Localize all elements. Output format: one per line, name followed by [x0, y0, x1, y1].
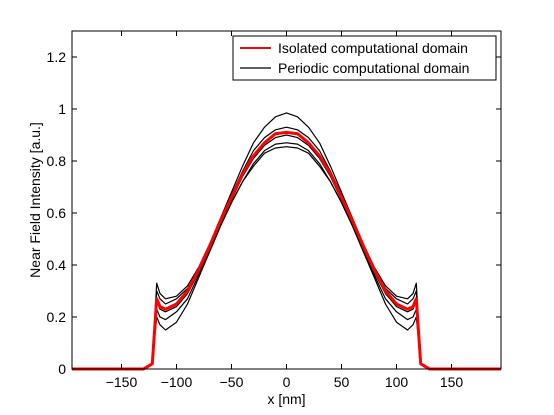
x-tick-label: 50: [334, 374, 350, 390]
y-axis: 0 0.2 0.4 0.6 0.8 1 1.2: [47, 49, 501, 377]
series-line-periodic-5: [72, 146, 501, 370]
series-line-periodic-4: [72, 142, 501, 370]
y-tick-label: 1: [58, 101, 66, 117]
y-tick-label: 0.6: [47, 205, 67, 221]
x-tick-label: −50: [220, 374, 244, 390]
series-line-periodic-2: [72, 126, 501, 370]
x-tick-label: −100: [161, 374, 193, 390]
x-tick-label: −150: [106, 374, 138, 390]
x-axis-label: x [nm]: [267, 391, 305, 407]
y-tick-label: 0.8: [47, 153, 67, 169]
x-tick-label: 0: [283, 374, 291, 390]
y-tick-label: 0.2: [47, 309, 67, 325]
x-tick-label: 150: [440, 374, 464, 390]
y-axis-label: Near Field Intensity [a.u.]: [27, 122, 43, 278]
series-line-isolated: [72, 130, 501, 371]
y-tick-label: 1.2: [47, 49, 67, 65]
x-tick-label: 100: [385, 374, 409, 390]
legend: Isolated computational domain Periodic c…: [232, 35, 497, 81]
series-layer: [72, 112, 501, 371]
plot-area: [72, 31, 501, 369]
y-tick-label: 0: [58, 361, 66, 377]
series-line-periodic-1: [72, 112, 501, 370]
series-line-periodic-3: [72, 134, 501, 370]
legend-label-periodic: Periodic computational domain: [278, 60, 469, 76]
legend-box: [232, 35, 497, 81]
legend-label-isolated: Isolated computational domain: [278, 40, 468, 56]
x-axis: −150 −100 −50 0 50 100 150: [106, 31, 464, 390]
y-tick-label: 0.4: [47, 257, 67, 273]
